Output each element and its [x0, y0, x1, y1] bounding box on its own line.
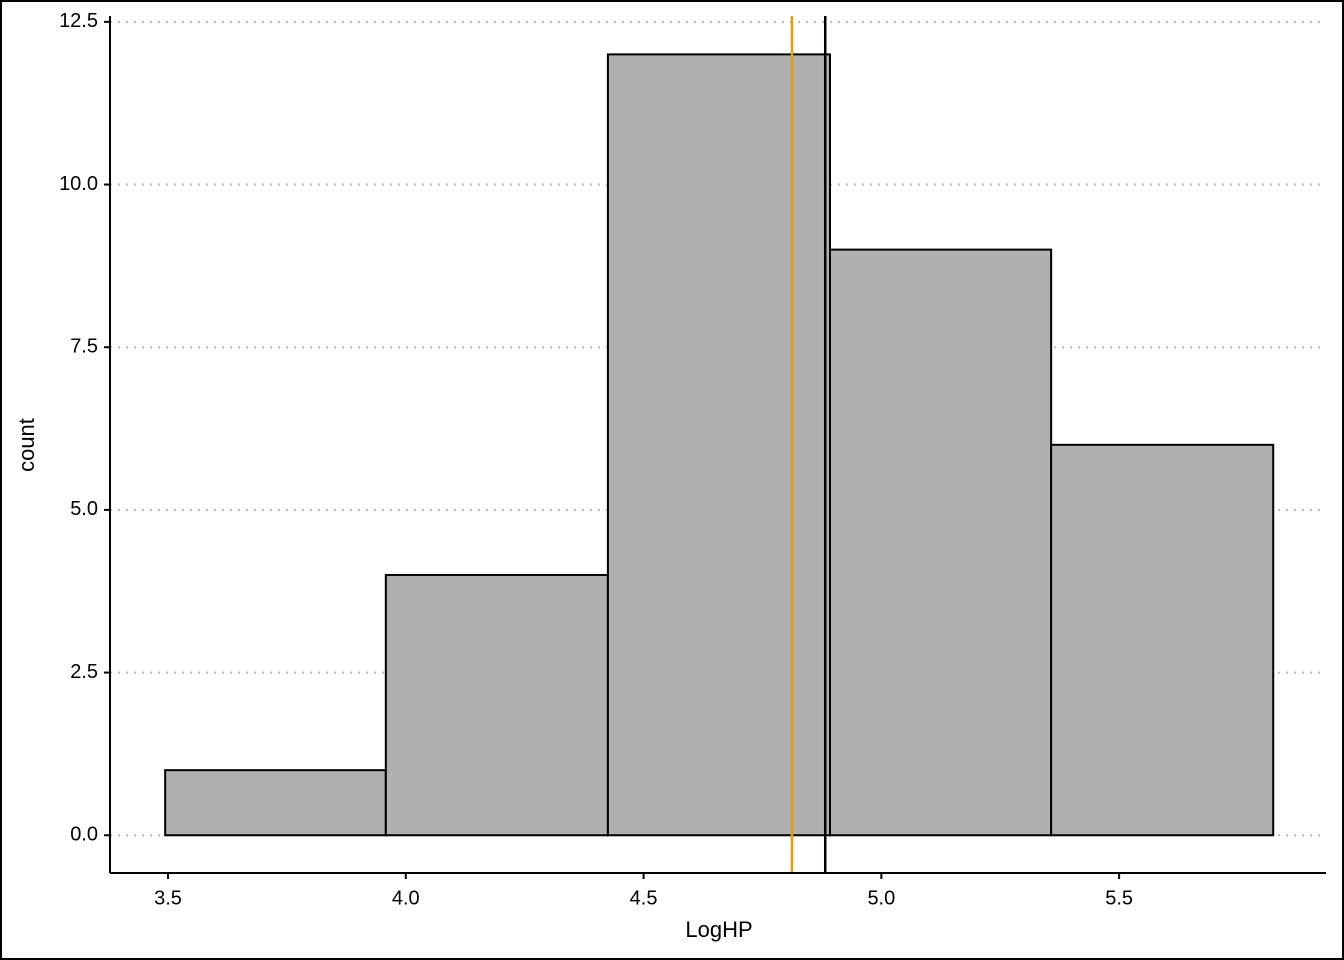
bar [384, 573, 609, 837]
bar [164, 769, 387, 837]
y-tick-label: 12.5 [59, 10, 98, 32]
x-tick-label: 5.5 [1105, 887, 1133, 909]
bar [606, 53, 831, 837]
x-axis-label: LogHP [685, 917, 752, 942]
bar [828, 248, 1053, 837]
x-tick-label: 4.0 [392, 887, 420, 909]
y-tick-label: 2.5 [70, 661, 98, 683]
x-tick-label: 5.0 [867, 887, 895, 909]
y-tick-label: 7.5 [70, 335, 98, 357]
y-tick-label: 5.0 [70, 498, 98, 520]
x-tick-label: 3.5 [154, 887, 182, 909]
y-tick-label: 0.0 [70, 824, 98, 846]
y-axis-label: count [14, 418, 39, 472]
bar [1050, 443, 1275, 837]
x-tick-label: 4.5 [630, 887, 658, 909]
y-tick-label: 10.0 [59, 173, 98, 195]
